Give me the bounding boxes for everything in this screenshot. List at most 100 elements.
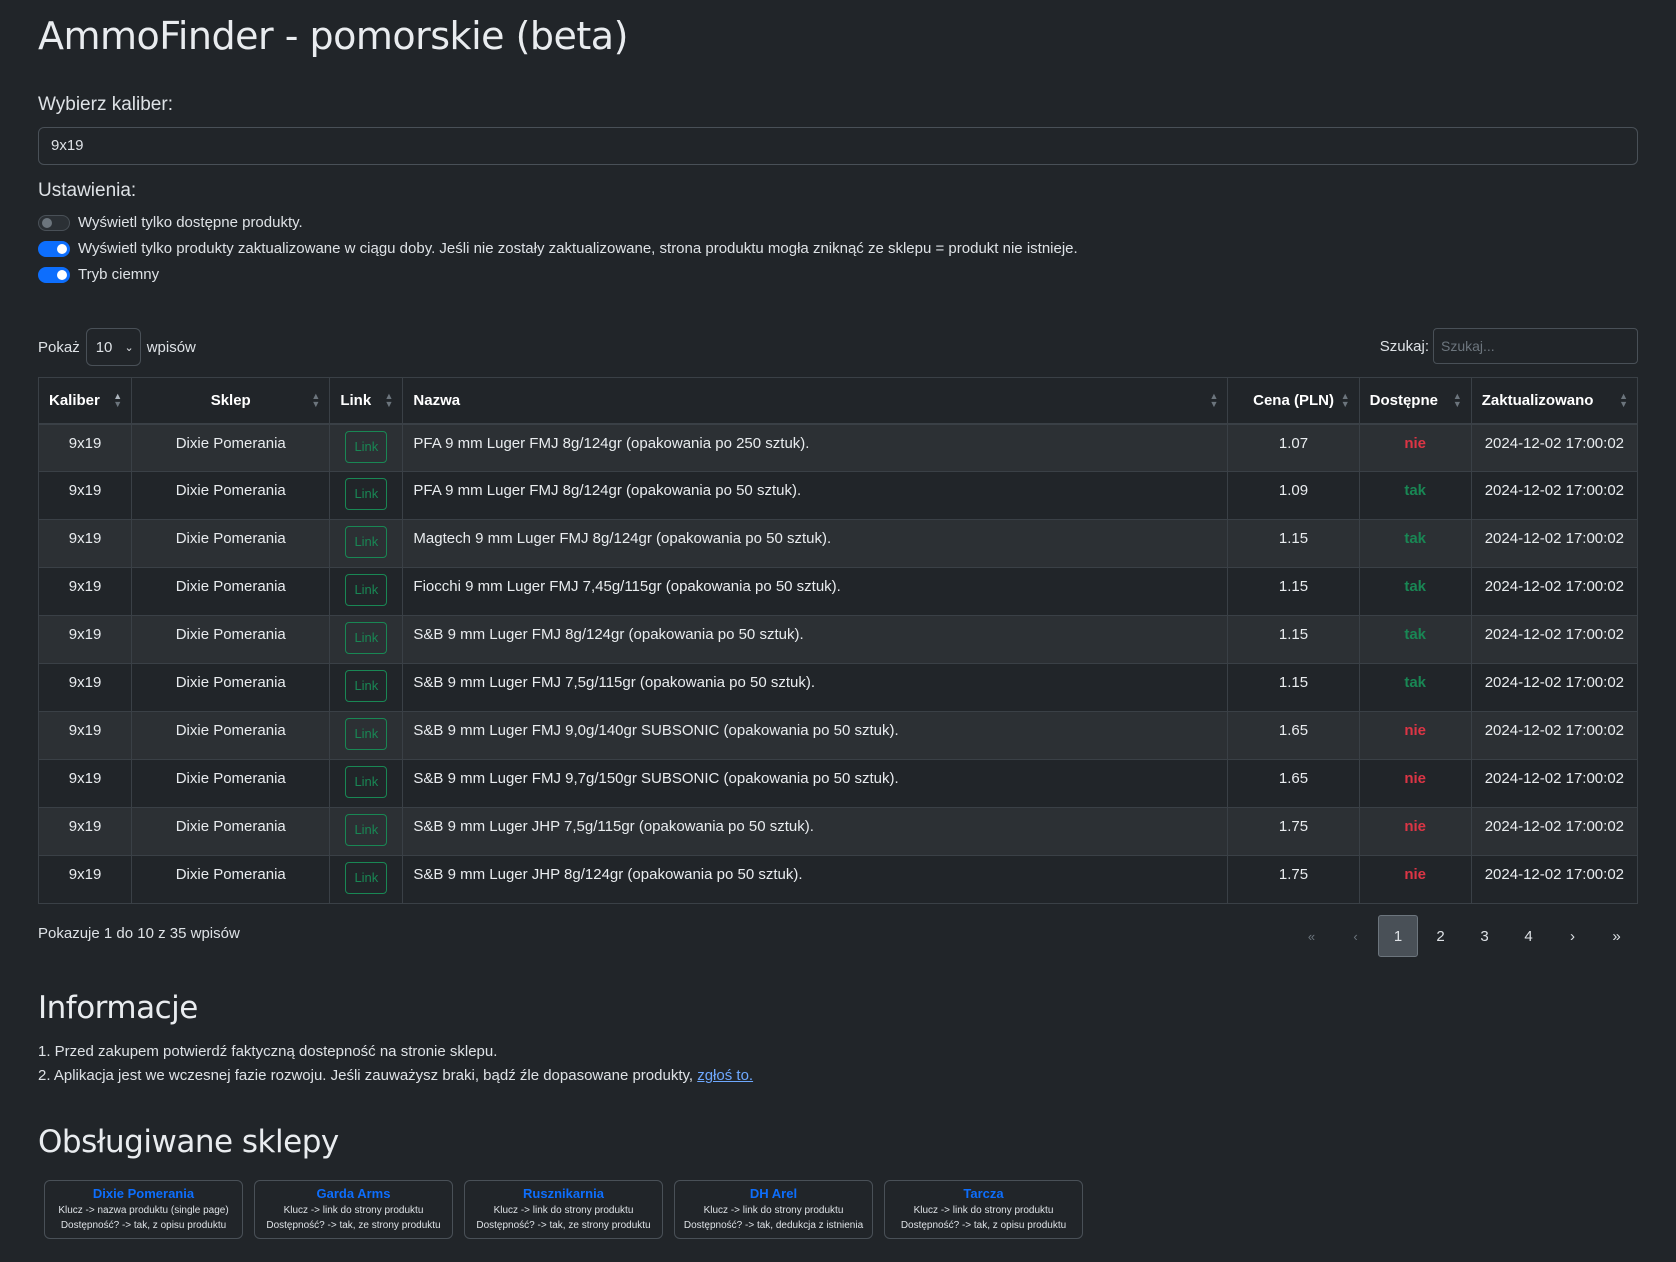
report-link[interactable]: zgłoś to. — [697, 1067, 754, 1084]
cell-nazwa: Fiocchi 9 mm Luger FMJ 7,45g/115gr (opak… — [402, 567, 1229, 616]
cell-link: Link — [329, 855, 404, 904]
cell-dostepne: tak — [1358, 567, 1472, 616]
cell-sklep: Dixie Pomerania — [131, 663, 331, 712]
product-link-button[interactable]: Link — [345, 766, 388, 798]
pagination-page-1[interactable]: 1 — [1378, 915, 1418, 957]
cell-link: Link — [329, 759, 404, 808]
cell-link: Link — [329, 567, 404, 616]
product-link-button[interactable]: Link — [345, 862, 388, 894]
cell-sklep: Dixie Pomerania — [131, 423, 331, 472]
toggle-dark-mode[interactable]: Tryb ciemny — [38, 266, 159, 283]
cell-zaktualizowano: 2024-12-02 17:00:02 — [1470, 615, 1639, 664]
shop-name[interactable]: Dixie Pomerania — [92, 1186, 195, 1201]
cell-link: Link — [329, 519, 404, 568]
entries-label: wpisów — [146, 338, 196, 356]
info-heading: Informacje — [38, 990, 198, 1026]
table-row: 9x19 Dixie Pomerania Link S&B 9 mm Luger FM… — [37, 711, 1639, 760]
pagination-first[interactable]: « — [1307, 928, 1316, 944]
cell-zaktualizowano: 2024-12-02 17:00:02 — [1470, 519, 1639, 568]
product-link-button[interactable]: Link — [345, 718, 388, 750]
availability-badge: tak — [1404, 578, 1427, 595]
pagination-page-4[interactable]: 4 — [1524, 927, 1533, 945]
cell-cena: 1.15 — [1227, 663, 1360, 712]
shop-name[interactable]: DH Arel — [749, 1186, 798, 1201]
table-row: 9x19 Dixie Pomerania Link PFA 9 mm Luger FM… — [37, 423, 1639, 472]
cell-sklep: Dixie Pomerania — [131, 855, 331, 904]
cell-sklep: Dixie Pomerania — [131, 615, 331, 664]
shop-availability: Dostępność? -> tak, dedukcja z istnienia — [683, 1220, 864, 1231]
toggle-switch[interactable] — [38, 240, 70, 257]
availability-badge: nie — [1404, 818, 1427, 835]
shop-name[interactable]: Tarcza — [963, 1186, 1004, 1201]
shop-key: Klucz -> nazwa produktu (single page) — [58, 1205, 229, 1216]
cell-kaliber: 9x19 — [37, 471, 133, 520]
column-header-zaktualizowano[interactable]: Zaktualizowano ▲ ▼ — [1470, 377, 1639, 425]
column-header-kaliber[interactable]: Kaliber ▲ ▼ — [37, 377, 133, 425]
caliber-input[interactable]: 9x19 — [38, 127, 1638, 165]
shop-card-tarcza: Tarcza Klucz -> link do strony produktu … — [884, 1180, 1083, 1239]
product-link-button[interactable]: Link — [345, 430, 388, 463]
pagination-last[interactable]: » — [1612, 927, 1621, 945]
cell-link: Link — [329, 423, 404, 472]
cell-zaktualizowano: 2024-12-02 17:00:02 — [1470, 423, 1639, 472]
product-link-button[interactable]: Link — [345, 574, 388, 606]
cell-sklep: Dixie Pomerania — [131, 567, 331, 616]
column-header-cena[interactable]: Cena (PLN) ▲ ▼ — [1227, 377, 1360, 425]
cell-link: Link — [329, 807, 404, 856]
column-header-nazwa[interactable]: Nazwa ▲ ▼ — [402, 377, 1229, 425]
cell-nazwa: S&B 9 mm Luger JHP 8g/124gr (opakowania … — [402, 855, 1229, 904]
toggle-label: Tryb ciemny — [78, 266, 160, 283]
availability-badge: nie — [1404, 770, 1427, 787]
product-link-button[interactable]: Link — [345, 478, 388, 510]
cell-cena: 1.65 — [1227, 759, 1360, 808]
page-length-control: Pokaż 10 ⌄ wpisów — [38, 328, 196, 366]
cell-dostepne: tak — [1358, 663, 1472, 712]
cell-zaktualizowano: 2024-12-02 17:00:02 — [1470, 855, 1639, 904]
availability-badge: nie — [1404, 866, 1427, 883]
info-list: 1. Przed zakupem potwierdź faktyczną dos… — [38, 1040, 753, 1088]
shop-name[interactable]: Garda Arms — [316, 1186, 391, 1201]
table-row: 9x19 Dixie Pomerania Link S&B 9 mm Luger JH… — [37, 855, 1639, 904]
product-link-button[interactable]: Link — [345, 670, 388, 702]
cell-kaliber: 9x19 — [37, 711, 133, 760]
cell-dostepne: nie — [1358, 855, 1472, 904]
cell-nazwa: S&B 9 mm Luger FMJ 7,5g/115gr (opakowani… — [402, 663, 1229, 712]
cell-zaktualizowano: 2024-12-02 17:00:02 — [1470, 471, 1639, 520]
sort-icon: ▲ ▼ — [311, 391, 321, 409]
cell-zaktualizowano: 2024-12-02 17:00:02 — [1470, 807, 1639, 856]
product-link-button[interactable]: Link — [345, 526, 388, 558]
toggle-label: Wyświetl tylko dostępne produkty. — [78, 214, 303, 231]
page-length-select[interactable]: 10 ⌄ — [85, 328, 141, 366]
availability-badge: nie — [1404, 722, 1427, 739]
pagination-page-3[interactable]: 3 — [1480, 927, 1489, 945]
search-input[interactable]: Szukaj... — [1433, 328, 1638, 364]
shop-availability: Dostępność? -> tak, ze strony produktu — [476, 1220, 651, 1231]
availability-badge: tak — [1404, 674, 1427, 691]
cell-zaktualizowano: 2024-12-02 17:00:02 — [1470, 663, 1639, 712]
product-link-button[interactable]: Link — [345, 814, 388, 846]
pagination-next[interactable]: › — [1570, 927, 1575, 945]
shop-key: Klucz -> link do strony produktu — [493, 1205, 634, 1216]
cell-dostepne: nie — [1358, 423, 1472, 472]
cell-nazwa: S&B 9 mm Luger FMJ 9,7g/150gr SUBSONIC (… — [402, 759, 1229, 808]
sort-icon: ▲ ▼ — [1340, 391, 1350, 409]
shops-list: Dixie Pomerania Klucz -> nazwa produktu … — [44, 1180, 1083, 1239]
cell-cena: 1.15 — [1227, 615, 1360, 664]
shop-name[interactable]: Rusznikarnia — [523, 1186, 604, 1201]
table-row: 9x19 Dixie Pomerania Link Magtech 9 mm Luge… — [37, 519, 1639, 568]
toggle-label: Wyświetl tylko produkty zaktualizowane w… — [78, 240, 1078, 257]
column-header-link[interactable]: Link ▲ ▼ — [329, 377, 404, 425]
product-link-button[interactable]: Link — [345, 622, 388, 654]
column-header-sklep[interactable]: Sklep ▲ ▼ — [131, 377, 331, 425]
shop-card-garda-arms: Garda Arms Klucz -> link do strony produ… — [254, 1180, 453, 1239]
pagination-prev[interactable]: ‹ — [1353, 928, 1358, 944]
column-header-dostepne[interactable]: Dostępne ▲ ▼ — [1358, 377, 1472, 425]
toggle-switch[interactable] — [38, 214, 70, 231]
toggle-available-only[interactable]: Wyświetl tylko dostępne produkty. — [38, 214, 303, 231]
pagination-page-2[interactable]: 2 — [1436, 927, 1445, 945]
shop-key: Klucz -> link do strony produktu — [913, 1205, 1054, 1216]
toggle-switch[interactable] — [38, 266, 70, 283]
cell-dostepne: tak — [1358, 519, 1472, 568]
toggle-updated-today[interactable]: Wyświetl tylko produkty zaktualizowane w… — [38, 240, 1078, 257]
cell-cena: 1.75 — [1227, 807, 1360, 856]
